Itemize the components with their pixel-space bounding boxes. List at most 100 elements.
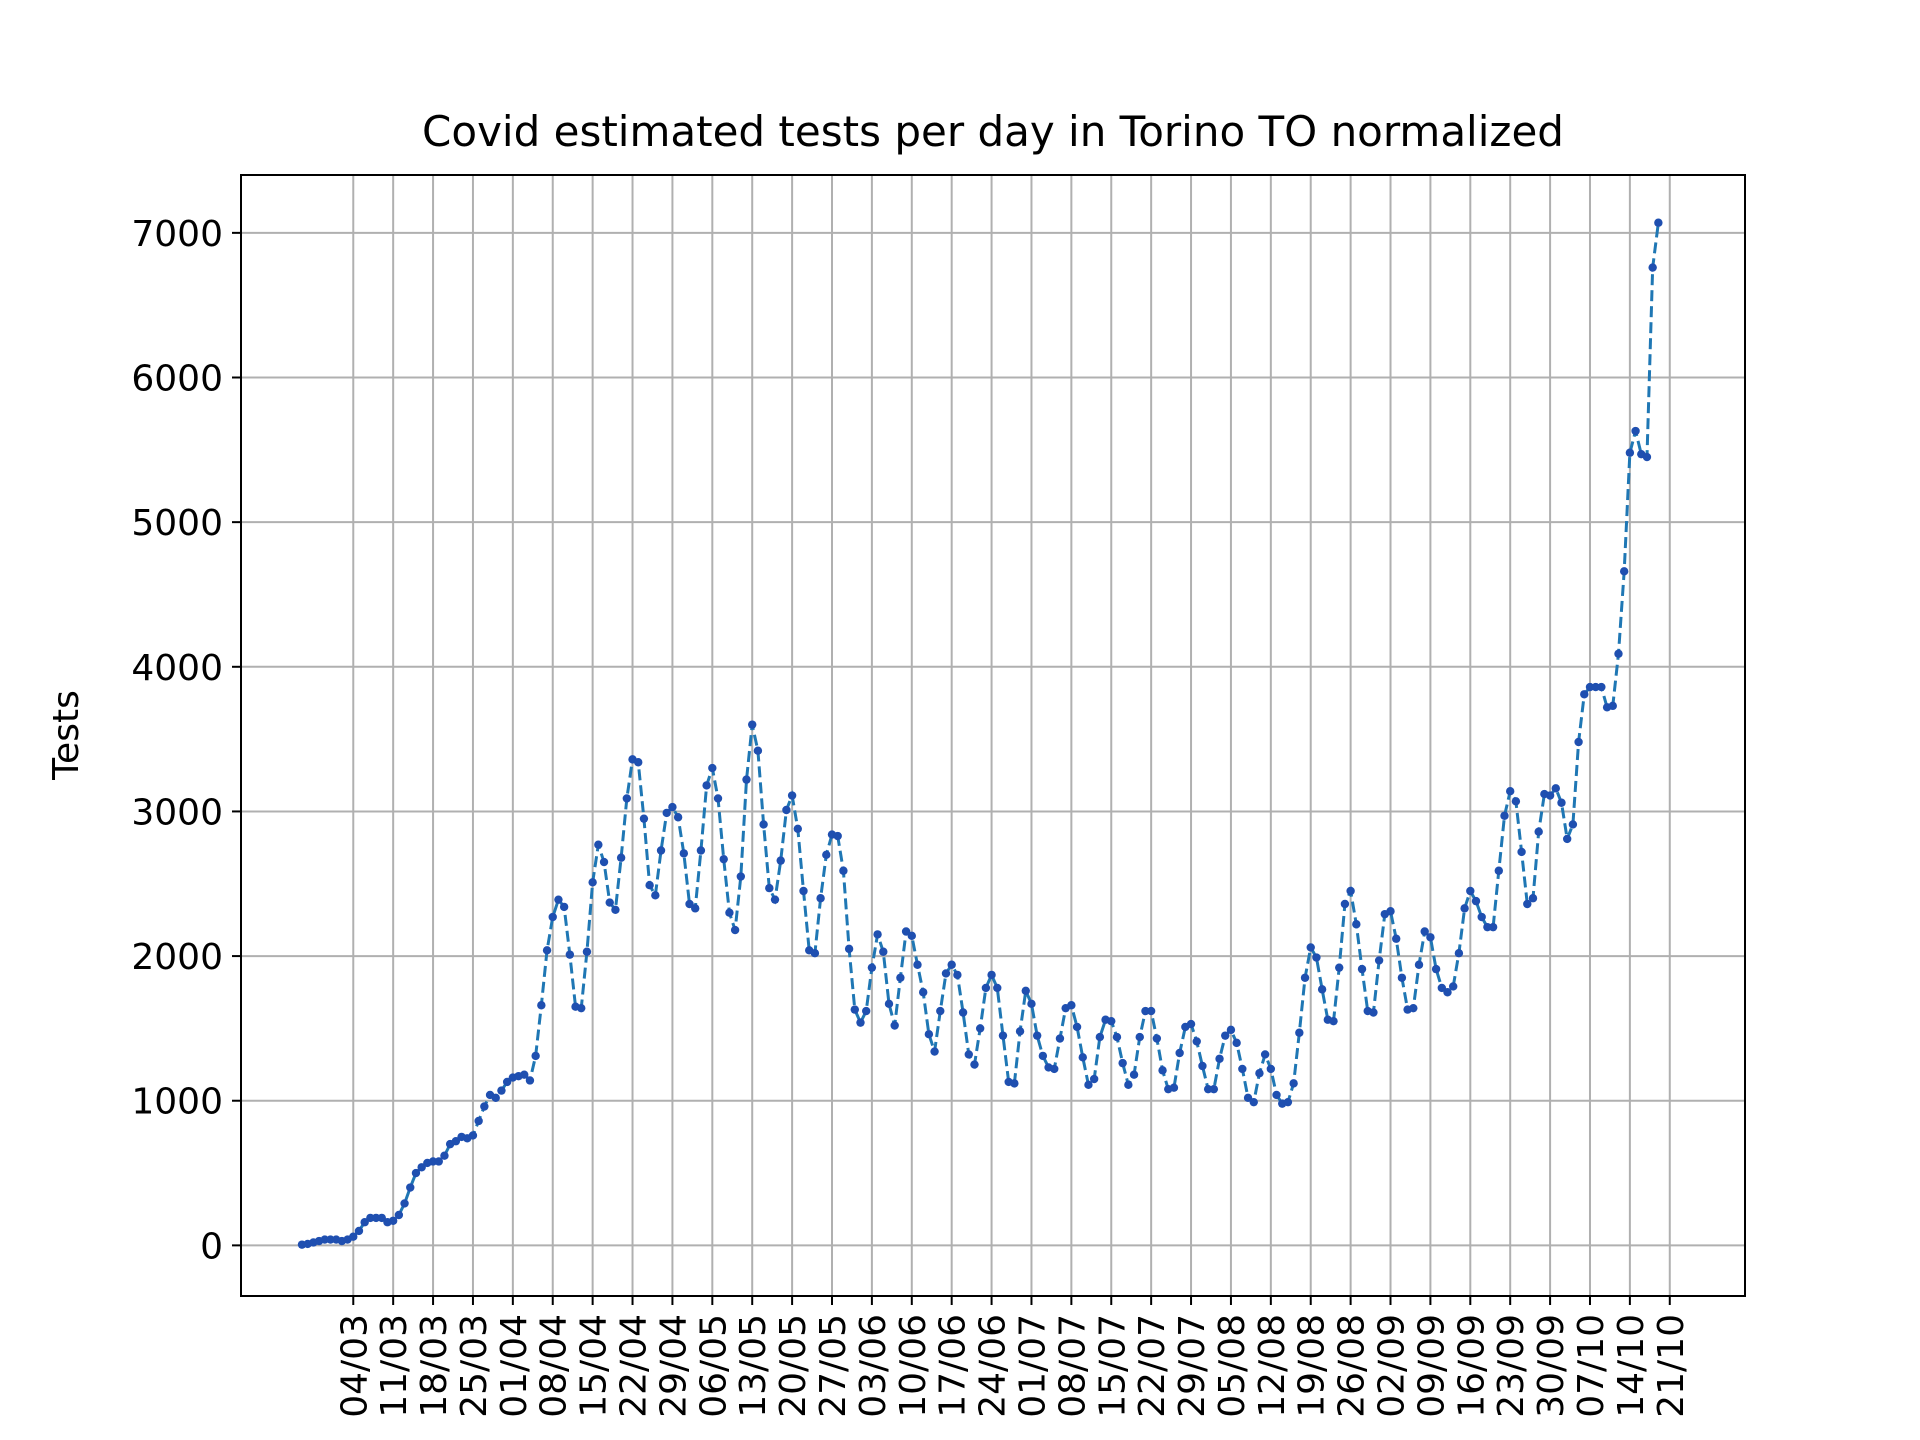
data-point [1471,896,1481,906]
y-tick-label: 2000 [131,937,223,978]
data-point [1198,1061,1207,1071]
data-point [1374,956,1384,965]
data-point [411,1168,421,1178]
data-point [1192,1037,1201,1046]
grid-lines [241,175,1745,1296]
data-point [907,931,916,941]
x-tick-label: 07/10 [1571,1314,1612,1418]
data-point [1517,847,1526,857]
data-point [1300,973,1310,982]
data-point [1215,1054,1224,1063]
data-point [1460,904,1469,913]
data-point [1557,798,1566,807]
data-point [673,813,683,822]
data-point [474,1116,483,1126]
data-point [964,1050,973,1059]
data-point [1494,866,1504,875]
x-tick-label: 15/07 [1092,1314,1133,1418]
data-point [611,905,620,914]
data-point [679,849,689,858]
data-point [1255,1069,1264,1078]
data-point [1032,1031,1042,1040]
data-point [742,775,751,784]
x-tick-label: 25/03 [454,1314,495,1418]
data-point [947,960,956,969]
x-tick-label: 01/07 [1012,1314,1053,1418]
data-point [1545,791,1555,800]
data-point [970,1060,979,1069]
data-point [1506,786,1515,796]
data-point [360,1218,369,1227]
data-point [1221,1031,1230,1040]
x-tick-label: 30/09 [1531,1314,1572,1418]
data-point [525,1076,535,1085]
data-point [753,746,763,755]
data-point [1238,1064,1247,1074]
data-point [1329,1016,1338,1026]
data-point [1443,988,1452,997]
data-point [1523,899,1532,909]
x-tick-label: 12/08 [1252,1314,1293,1418]
data-series [297,218,1663,1249]
data-point [1619,567,1629,576]
data-point [998,1031,1008,1040]
data-point [924,1029,934,1039]
data-point [1107,1016,1116,1026]
data-point [1289,1079,1298,1088]
data-point [1129,1070,1139,1079]
x-tick-label: 10/06 [893,1314,934,1418]
x-tick-label: 19/08 [1292,1314,1333,1418]
data-point [719,854,728,864]
data-point [1152,1034,1162,1043]
y-tick-label: 4000 [131,648,223,689]
data-point [1631,426,1640,436]
x-tick-label: 01/04 [494,1314,535,1418]
data-point [918,988,928,997]
data-point [502,1077,512,1087]
data-point [873,930,882,939]
x-tick-label: 06/05 [693,1314,734,1418]
data-point [565,950,575,959]
data-point [799,886,808,896]
data-point [1089,1074,1099,1084]
data-point [1386,907,1395,916]
data-point [491,1093,500,1103]
x-tick-label: 02/09 [1372,1314,1413,1418]
x-tick-label: 23/09 [1491,1314,1532,1418]
data-point [1335,963,1344,972]
data-point [1437,983,1447,993]
y-tick-label: 5000 [131,503,223,544]
y-tick-label: 7000 [131,214,223,255]
data-point [559,902,569,912]
data-point [1112,1032,1122,1042]
data-point [451,1137,461,1146]
data-point [748,720,757,729]
data-point [1266,1064,1276,1074]
data-point [417,1163,426,1172]
data-point [913,960,922,969]
data-point [1528,894,1538,903]
x-tick-label: 24/06 [973,1314,1014,1418]
data-point [1511,797,1521,806]
data-point [1055,1034,1065,1043]
data-point [1050,1064,1059,1074]
x-tick-label: 18/03 [414,1314,455,1418]
data-point [1346,886,1355,896]
data-point [1534,827,1543,836]
data-point [1449,982,1458,991]
chart-title: Covid estimated tests per day in Torino … [422,107,1564,156]
data-point [434,1157,443,1166]
data-point [1067,1001,1076,1010]
data-point [1249,1097,1258,1107]
data-point [1431,964,1441,974]
y-axis: 0 1000 2000 3000 4000 5000 6000 7000 [131,214,241,1267]
data-point [856,1018,865,1027]
data-point [1597,682,1606,692]
data-point [668,802,677,812]
data-point [548,912,557,922]
data-point [936,1006,945,1016]
data-point [1295,1028,1304,1037]
data-point [1072,1022,1082,1032]
data-point [1477,912,1486,922]
